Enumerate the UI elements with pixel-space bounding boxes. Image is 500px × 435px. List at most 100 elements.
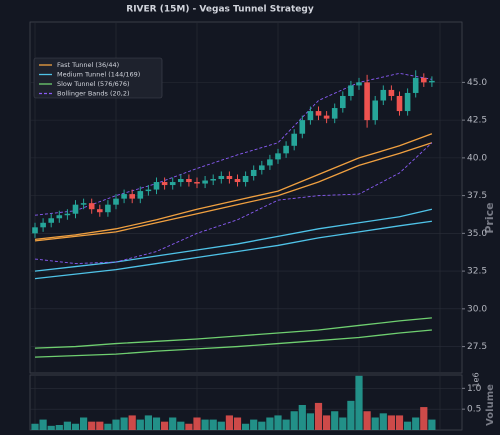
volume-bar	[144, 415, 152, 430]
panel	[29, 21, 463, 374]
y-tick-label: 32.5	[467, 267, 487, 277]
tunnel-line	[34, 133, 433, 241]
candle-body	[348, 85, 354, 96]
volume-bar	[152, 417, 161, 430]
volume-bar	[128, 415, 136, 430]
candle-body	[421, 77, 427, 83]
candle-body	[97, 209, 103, 213]
volume-bar	[298, 405, 306, 430]
tunnel-line	[34, 317, 432, 349]
volume-bar	[306, 413, 314, 430]
candle-body	[299, 120, 306, 134]
candle-body	[291, 133, 297, 146]
volume-bar	[209, 419, 217, 430]
volume-bar	[379, 413, 387, 430]
candle-body	[56, 215, 63, 219]
candle-body	[283, 145, 289, 154]
candle-body	[242, 175, 249, 183]
volume-bar	[233, 417, 242, 430]
y-tick-label: 30.0	[467, 304, 487, 314]
tunnel-line	[34, 142, 433, 242]
volume-bar	[177, 421, 185, 430]
volume-bar	[185, 423, 193, 430]
candle-body	[275, 153, 281, 160]
candle-body	[323, 115, 330, 119]
candle-body	[364, 82, 370, 121]
tunnel-line	[34, 142, 433, 264]
candle-body	[372, 100, 378, 121]
candle-body	[396, 95, 403, 112]
volume-bar	[290, 411, 298, 430]
volume-bar	[47, 425, 55, 430]
volume-bar	[169, 417, 177, 430]
candle-body	[105, 204, 111, 213]
volume-bar	[395, 415, 404, 430]
candle-body	[307, 111, 314, 121]
volume-bar	[120, 417, 128, 430]
candle-body	[161, 182, 168, 186]
legend-label: Fast Tunnel (36/44)	[57, 61, 119, 69]
candle-body	[32, 227, 38, 234]
candle-body	[153, 182, 160, 190]
candle-body	[178, 179, 184, 183]
candle-body	[48, 218, 54, 223]
candle-body	[121, 194, 127, 199]
y-axis-label: Price	[483, 202, 496, 233]
volume-bar	[31, 423, 39, 430]
tunnel-line	[34, 220, 432, 280]
volume-bar	[339, 417, 347, 430]
volume-bar	[412, 417, 420, 430]
volume-bar	[88, 421, 96, 430]
candle-body	[40, 222, 46, 228]
tunnel-line	[34, 72, 432, 216]
volume-bar	[274, 415, 282, 430]
candle-body	[202, 180, 208, 184]
candle-body	[267, 159, 273, 166]
volume-bar	[201, 419, 209, 430]
candle-body	[145, 189, 152, 192]
volume-bar	[371, 417, 379, 430]
legend-label: Bollinger Bands (20,2)	[57, 90, 130, 98]
candle-body	[331, 108, 338, 119]
y-tick-label: 37.5	[467, 191, 487, 201]
candle-body	[210, 179, 216, 181]
candle-body	[72, 204, 79, 214]
candle-body	[404, 92, 411, 112]
candle-body	[88, 203, 95, 210]
y-tick-label: 0.5	[467, 405, 481, 415]
candle-body	[226, 175, 233, 180]
candle-body	[250, 169, 257, 176]
volume-bar	[112, 419, 120, 430]
volume-bar	[217, 421, 225, 430]
candle-body	[129, 194, 135, 199]
tunnel-line	[34, 208, 433, 272]
chart-title: RIVER (15M) - Vegas Tunnel Strategy	[126, 5, 314, 15]
volume-bar	[250, 419, 258, 430]
volume-bar	[104, 423, 112, 430]
volume-offset: 1e6	[472, 372, 481, 387]
volume-bar	[363, 411, 371, 430]
legend-label: Slow Tunnel (576/676)	[57, 80, 130, 88]
volume-bar	[355, 375, 363, 430]
volume-bar	[428, 419, 436, 430]
volume-bar	[242, 423, 250, 430]
volume-bar	[71, 423, 80, 430]
y-tick-label: 35.0	[467, 229, 487, 239]
candle-body	[137, 191, 144, 199]
tunnel-line	[34, 329, 432, 358]
candle-body	[315, 111, 322, 116]
candle-body	[113, 198, 119, 205]
volume-bar	[404, 421, 412, 430]
volume-bar	[136, 419, 144, 430]
candle-body	[412, 77, 419, 93]
volume-bar	[55, 425, 63, 430]
candle-body	[80, 203, 87, 205]
volume-bar	[193, 417, 201, 430]
candle-body	[380, 89, 387, 101]
y-tick-label: 42.5	[467, 116, 487, 126]
volume-bar	[331, 411, 339, 430]
candle-body	[186, 179, 192, 183]
volume-bar	[387, 415, 395, 430]
